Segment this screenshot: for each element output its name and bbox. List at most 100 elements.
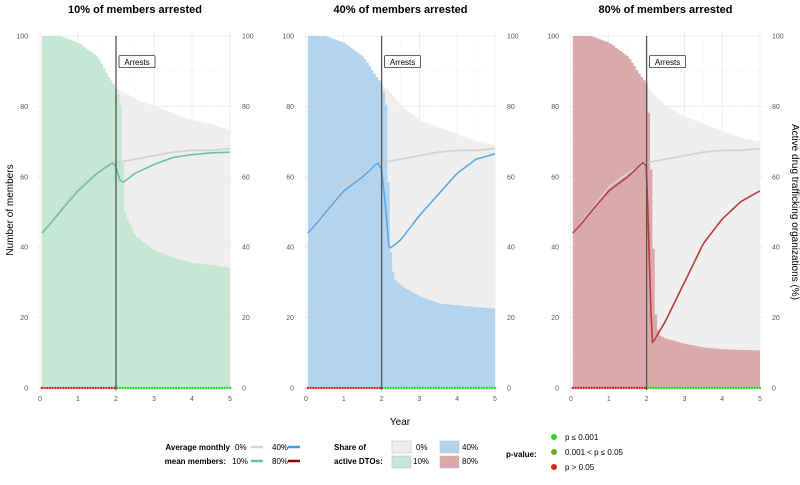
pvalue-dot xyxy=(306,386,310,390)
pvalue-dot xyxy=(748,386,751,390)
pvalue-dot xyxy=(448,386,451,390)
pvalue-dot xyxy=(145,386,148,390)
pvalue-dot xyxy=(689,386,692,390)
pvalue-dot xyxy=(99,386,103,390)
pvalue-dot xyxy=(362,386,366,390)
x-tick: 0 xyxy=(38,396,42,403)
pvalue-dot xyxy=(686,386,690,390)
pvalue-dot xyxy=(697,386,700,390)
pvalue-dot xyxy=(443,386,446,390)
legend-pvalue-label-1: 0.001 < p ≤ 0.05 xyxy=(565,448,624,457)
pvalue-dot xyxy=(718,386,722,390)
x-tick: 2 xyxy=(645,396,649,403)
pvalue-dot xyxy=(483,386,486,390)
area-share-arrested xyxy=(41,36,231,388)
legend-members: Average monthly mean members: 0% 40% 10%… xyxy=(165,443,300,466)
pvalue-dot xyxy=(132,386,135,390)
pvalue-dot xyxy=(346,386,350,390)
pvalue-dot xyxy=(643,386,647,390)
pvalue-dot xyxy=(445,386,449,390)
y-axis-left-title: Number of members xyxy=(5,164,16,255)
legend-members-title-2: mean members: xyxy=(165,457,226,466)
pvalue-dot xyxy=(166,386,170,390)
pvalue-dot xyxy=(708,386,711,390)
y-tick-right: 60 xyxy=(507,174,515,181)
y-tick-left: 80 xyxy=(20,104,28,111)
legend-pvalue-label-0: p ≤ 0.001 xyxy=(565,433,599,442)
pvalue-dot xyxy=(654,386,657,390)
pvalue-dot xyxy=(459,386,462,390)
legend-dtos-swatch-2 xyxy=(391,455,412,469)
y-tick-left: 40 xyxy=(551,245,559,252)
pvalue-dot xyxy=(681,386,684,390)
pvalue-dot xyxy=(416,386,419,390)
y-tick-left: 40 xyxy=(20,245,28,252)
pvalue-dot xyxy=(392,386,395,390)
pvalue-dot xyxy=(606,386,609,390)
y-tick-left: 60 xyxy=(20,174,28,181)
pvalue-dot xyxy=(322,386,326,390)
x-tick: 1 xyxy=(342,396,346,403)
pvalue-dot xyxy=(48,386,52,390)
pvalue-dot xyxy=(137,386,140,390)
pvalue-dot xyxy=(740,386,743,390)
y-tick-left: 60 xyxy=(551,174,559,181)
x-tick: 0 xyxy=(304,396,308,403)
pvalue-dot xyxy=(619,386,623,390)
pvalue-dot xyxy=(582,386,585,390)
legend-dtos-title-2: active DTOs: xyxy=(334,457,383,466)
pvalue-dot xyxy=(156,386,159,390)
y-tick-left: 20 xyxy=(551,315,559,322)
pvalue-dot xyxy=(105,386,108,390)
pvalue-dot xyxy=(713,386,716,390)
pvalue-dot xyxy=(397,386,400,390)
pvalue-dot xyxy=(742,386,746,390)
y-tick-left: 100 xyxy=(282,34,294,41)
pvalue-dot xyxy=(317,386,320,390)
pvalue-dot xyxy=(758,386,762,390)
pvalue-dot xyxy=(325,386,328,390)
pvalue-dot xyxy=(164,386,167,390)
pvalue-dot xyxy=(670,386,673,390)
pvalue-dot xyxy=(314,386,318,390)
y-tick-right: 100 xyxy=(507,34,519,41)
pvalue-dot xyxy=(207,386,210,390)
pvalue-dot xyxy=(630,386,633,390)
pvalue-dot xyxy=(729,386,732,390)
pvalue-dot xyxy=(421,386,425,390)
arrests-annotation-label: Arrests xyxy=(655,58,680,67)
pvalue-dot xyxy=(657,386,660,390)
pvalue-dot xyxy=(485,386,489,390)
pvalue-dot xyxy=(667,386,671,390)
y-tick-right: 0 xyxy=(242,386,246,393)
y-tick-right: 40 xyxy=(507,245,515,252)
line-members-baseline xyxy=(307,147,496,234)
pvalue-dot xyxy=(180,386,183,390)
x-tick: 2 xyxy=(380,396,384,403)
y-tick-left: 80 xyxy=(286,104,294,111)
x-tick: 1 xyxy=(607,396,611,403)
y-tick-left: 100 xyxy=(547,34,559,41)
pvalue-dot xyxy=(129,386,132,390)
pvalue-dot xyxy=(150,386,154,390)
y-tick-left: 0 xyxy=(555,386,559,393)
pvalue-dot xyxy=(429,386,433,390)
pvalue-dot xyxy=(691,386,695,390)
legend-members-label-1: 40% xyxy=(272,443,288,452)
pvalue-dot xyxy=(678,386,682,390)
legend-pvalue-title: p-value: xyxy=(506,450,537,459)
x-tick: 1 xyxy=(76,396,80,403)
pvalue-dot xyxy=(402,386,406,390)
legend-members-label-3: 80% xyxy=(272,457,288,466)
pvalue-dot xyxy=(456,386,459,390)
pvalue-dot xyxy=(360,386,363,390)
pvalue-dot xyxy=(675,386,679,390)
line-members-baseline xyxy=(41,147,231,234)
pvalue-dot xyxy=(365,386,368,390)
pvalue-dot xyxy=(756,386,759,390)
legend-members-title-1: Average monthly xyxy=(165,443,230,452)
pvalue-dot xyxy=(424,386,427,390)
pvalue-dot xyxy=(81,386,84,390)
